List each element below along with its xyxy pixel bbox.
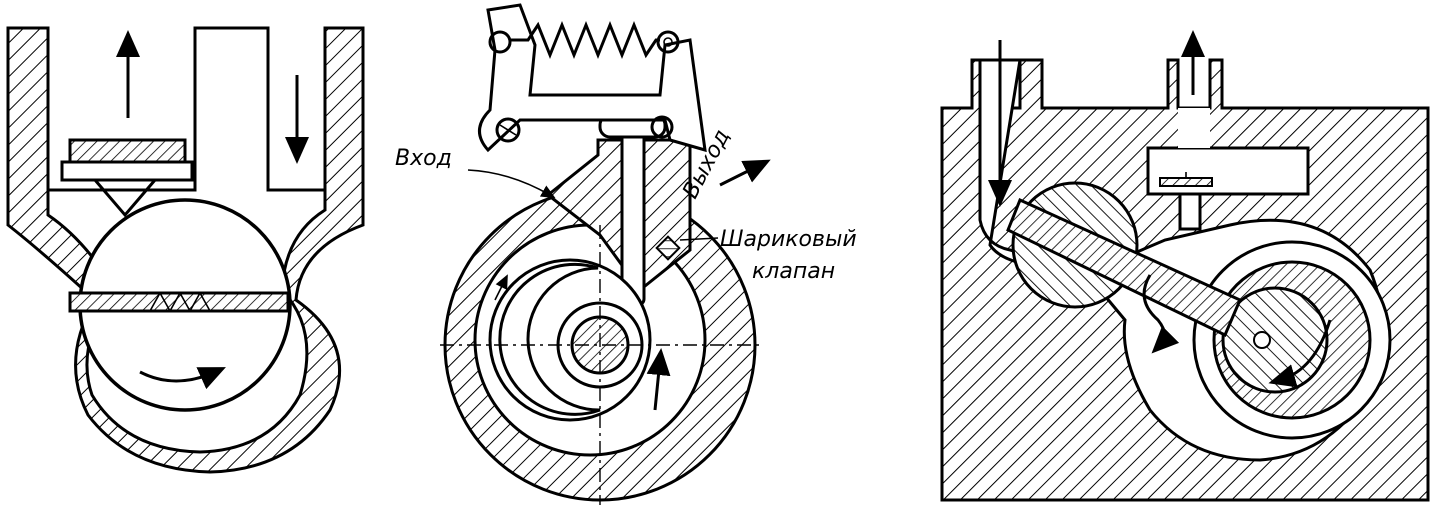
rotation-arrow-middle: [646, 348, 671, 411]
vane-spring-left: [149, 291, 211, 313]
lever-screw: [495, 117, 521, 143]
diagram-middle: Вход Выход Шариковый клапан: [395, 3, 857, 505]
wheel-hub-right: [1221, 286, 1329, 394]
spring-middle: [510, 20, 660, 60]
rotation-arrow-right: [1268, 319, 1332, 388]
rotor-crescent: [498, 262, 601, 416]
valve-block-left: [68, 138, 187, 164]
valve-chamber-right: [1146, 146, 1310, 196]
inlet-leader: [467, 169, 556, 199]
upper-block-middle: [545, 138, 692, 293]
vane-left: [68, 291, 290, 313]
ball-valve-label-line2: клапан: [752, 259, 835, 284]
plunger-pin-head: [650, 115, 674, 139]
lever-middle: [478, 3, 707, 153]
rotation-arrow-left: [139, 367, 226, 390]
valve-neck-right: [1178, 192, 1202, 231]
pivot-right: [656, 30, 680, 54]
outlet-arrow: [719, 159, 771, 187]
inlet-label: Вход: [395, 146, 452, 171]
ball-valve: [655, 235, 681, 261]
plunger-middle: [620, 118, 646, 307]
lever-screw-slot: [499, 124, 517, 136]
rotation-arrow-middle-2: [494, 274, 508, 301]
valve-plate-right: [1159, 177, 1213, 187]
ball-valve-label-line1: Шариковый: [720, 227, 857, 252]
diagram-left: [6, 26, 365, 474]
pivot-left: [488, 30, 512, 54]
connecting-rod-right: [1006, 197, 1242, 338]
wheel-hole-right: [1253, 331, 1271, 349]
ball-valve-leader: [679, 237, 719, 241]
pivot-right-inner: [663, 37, 673, 47]
valve-channel-left: [93, 179, 157, 218]
valve-seat-left: [60, 160, 194, 182]
flow-arrow-inner: [1142, 274, 1180, 354]
diagram-right: [940, 30, 1430, 502]
outlet-pipe-right: [1178, 108, 1210, 148]
